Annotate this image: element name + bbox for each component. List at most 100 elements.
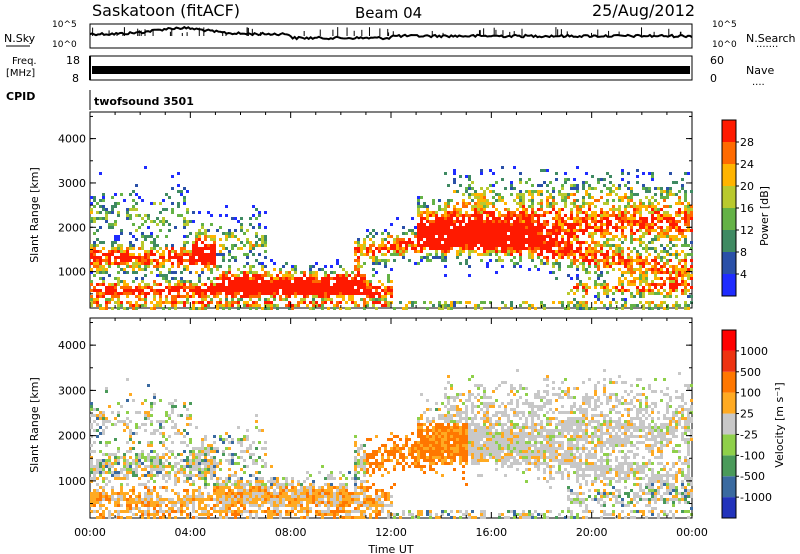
power-cell xyxy=(144,235,147,238)
power-cell xyxy=(534,229,537,232)
power-cell xyxy=(114,289,117,292)
power-cell xyxy=(177,295,180,298)
power-cell xyxy=(132,199,135,202)
power-cell xyxy=(153,289,156,292)
power-cell xyxy=(621,259,624,262)
velocity-cell xyxy=(141,483,144,486)
velocity-cell xyxy=(195,459,198,462)
power-cell xyxy=(216,268,219,271)
power-cell xyxy=(519,181,522,184)
power-cell xyxy=(552,244,555,247)
power-cell xyxy=(183,247,186,250)
power-cell xyxy=(99,277,102,280)
velocity-cell xyxy=(99,495,102,498)
velocity-cell xyxy=(135,474,138,477)
power-cell xyxy=(630,292,633,295)
freq-unit: [MHz] xyxy=(6,68,35,79)
power-cell xyxy=(525,229,528,232)
power-cell xyxy=(597,259,600,262)
power-cell xyxy=(156,304,159,307)
velocity-cell xyxy=(267,501,270,504)
power-cell xyxy=(660,256,663,259)
power-cell xyxy=(114,277,117,280)
power-cell xyxy=(414,250,417,253)
power-cell xyxy=(684,271,687,274)
power-cell xyxy=(639,289,642,292)
power-cell xyxy=(168,283,171,286)
velocity-cell xyxy=(237,510,240,513)
power-cell xyxy=(609,220,612,223)
power-cell xyxy=(222,256,225,259)
power-cell xyxy=(99,226,102,229)
velocity-cell xyxy=(192,492,195,495)
power-cell xyxy=(117,307,120,310)
power-cell xyxy=(552,250,555,253)
power-cell xyxy=(642,265,645,268)
velocity-cell xyxy=(129,438,132,441)
power-cell xyxy=(342,286,345,289)
power-cell xyxy=(576,184,579,187)
velocity-cell xyxy=(258,498,261,501)
power-cell xyxy=(624,271,627,274)
power-cell xyxy=(663,250,666,253)
power-cell xyxy=(645,274,648,277)
power-cell xyxy=(321,280,324,283)
power-cell xyxy=(123,283,126,286)
velocity-cell xyxy=(198,486,201,489)
velocity-cell xyxy=(231,483,234,486)
power-cell xyxy=(402,307,405,310)
velocity-cell xyxy=(228,459,231,462)
velocity-cell xyxy=(321,510,324,513)
power-cell xyxy=(537,190,540,193)
power-cell xyxy=(105,304,108,307)
power-cell xyxy=(432,241,435,244)
power-cell xyxy=(288,289,291,292)
power-cell xyxy=(492,250,495,253)
velocity-cell xyxy=(303,480,306,483)
power-cell xyxy=(639,265,642,268)
power-cell xyxy=(462,214,465,217)
power-cell xyxy=(651,220,654,223)
power-cell xyxy=(540,226,543,229)
power-cell xyxy=(564,220,567,223)
power-cell xyxy=(99,205,102,208)
velocity-cell xyxy=(180,510,183,513)
power-cell xyxy=(351,286,354,289)
velocity-cell xyxy=(174,510,177,513)
power-cell xyxy=(471,220,474,223)
power-cell xyxy=(690,268,693,271)
power-cell xyxy=(270,283,273,286)
power-cell xyxy=(621,220,624,223)
velocity-cell xyxy=(303,510,306,513)
velocity-cell xyxy=(177,501,180,504)
velocity-cell xyxy=(126,426,129,429)
power-cell xyxy=(165,277,168,280)
power-cell xyxy=(585,256,588,259)
power-cell xyxy=(129,259,132,262)
power-cell xyxy=(648,232,651,235)
power-cell xyxy=(324,280,327,283)
velocity-cell xyxy=(342,510,345,513)
power-cell xyxy=(228,235,231,238)
velocity-cell xyxy=(243,504,246,507)
power-cell xyxy=(90,289,93,292)
power-cell xyxy=(585,250,588,253)
power-cell xyxy=(501,259,504,262)
power-cell xyxy=(636,208,639,211)
power-cell xyxy=(393,250,396,253)
power-cell xyxy=(309,271,312,274)
power-cell xyxy=(129,217,132,220)
power-cell xyxy=(159,295,162,298)
power-cell xyxy=(612,235,615,238)
power-cell xyxy=(645,280,648,283)
velocity-cell xyxy=(264,501,267,504)
velocity-cell xyxy=(162,426,165,429)
velocity-cell xyxy=(189,438,192,441)
power-cell xyxy=(636,181,639,184)
power-cell xyxy=(324,271,327,274)
velocity-cell xyxy=(171,405,174,408)
power-cell xyxy=(609,232,612,235)
velocity-cell xyxy=(168,501,171,504)
power-cell xyxy=(429,220,432,223)
velocity-cell xyxy=(147,516,150,519)
